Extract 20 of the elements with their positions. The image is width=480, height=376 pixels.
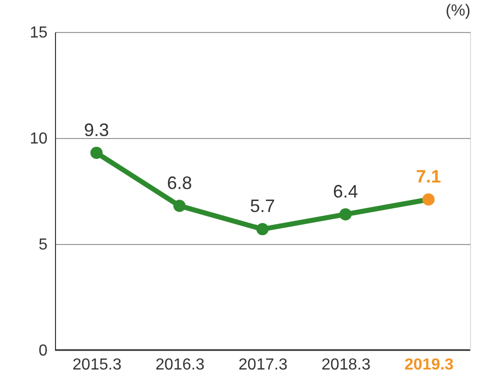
point [173, 200, 186, 212]
y-tick-label: 5 [38, 236, 48, 254]
x-tick-label: 2017.3 [238, 356, 288, 374]
point [422, 193, 435, 206]
y-tick-label: 15 [30, 24, 48, 42]
y-tick-label: 0 [38, 342, 48, 360]
y-axis-title: (%) [446, 2, 470, 20]
data-label: 7.1 [416, 166, 442, 186]
y-tick-label: 10 [30, 130, 48, 148]
x-tick-label: 2019.3 [404, 356, 454, 374]
data-label: 9.3 [84, 120, 110, 140]
x-tick-label: 2015.3 [72, 356, 122, 374]
point [90, 146, 103, 159]
data-label: 5.7 [250, 196, 276, 216]
x-tick-label: 2018.3 [322, 356, 371, 374]
point [339, 208, 352, 220]
x-tick-label: 2016.3 [156, 356, 205, 374]
data-label: 6.8 [166, 172, 192, 193]
data-label: 6.4 [332, 181, 358, 202]
point [256, 223, 269, 236]
